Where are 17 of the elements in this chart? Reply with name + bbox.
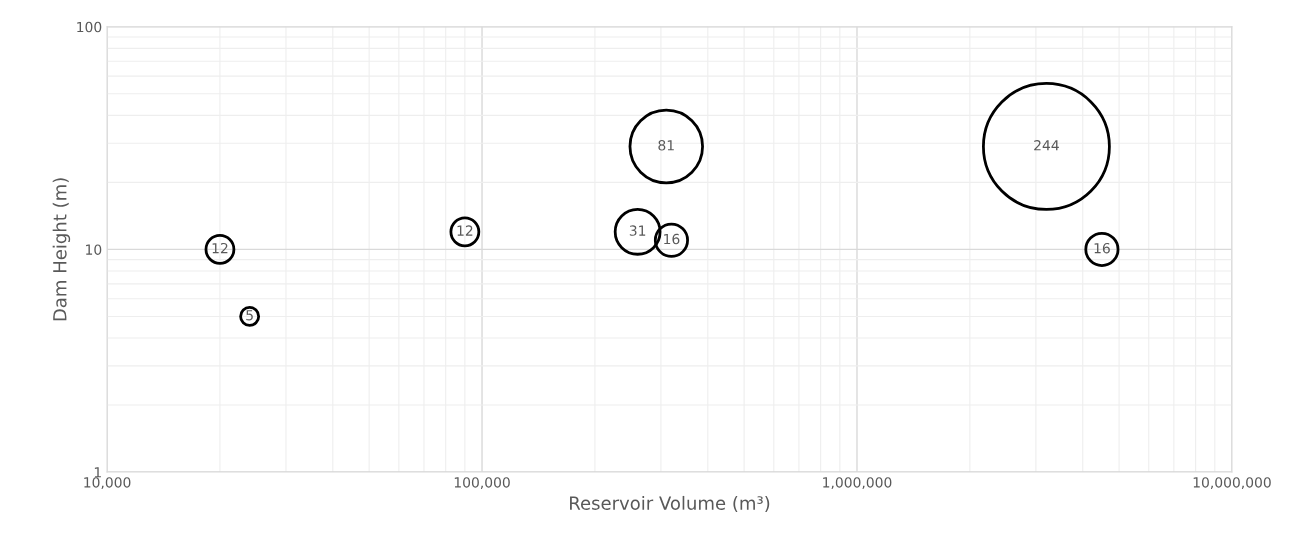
data-label: 244 bbox=[1034, 140, 1059, 151]
data-label: 16 bbox=[664, 233, 680, 245]
data-label: 12 bbox=[457, 225, 473, 236]
x-tick-label: 10,000,000 bbox=[1193, 477, 1271, 490]
data-label: 16 bbox=[1094, 242, 1110, 254]
x-tick-label: 10,000 bbox=[84, 477, 131, 490]
x-tick-label: 100,000 bbox=[454, 477, 510, 490]
y-tick-label: 1 bbox=[94, 467, 101, 478]
x-tick-label: 1,000,000 bbox=[823, 477, 892, 490]
data-label: 81 bbox=[658, 140, 674, 151]
x-axis-title: Reservoir Volume (m³) bbox=[570, 495, 770, 513]
y-tick-label: 10 bbox=[86, 244, 102, 255]
data-label: 5 bbox=[246, 310, 253, 321]
y-tick-label: 100 bbox=[77, 21, 102, 33]
data-label: 12 bbox=[212, 242, 228, 254]
data-label: 31 bbox=[629, 225, 646, 236]
y-axis-title: Dam Height (m) bbox=[52, 178, 71, 321]
